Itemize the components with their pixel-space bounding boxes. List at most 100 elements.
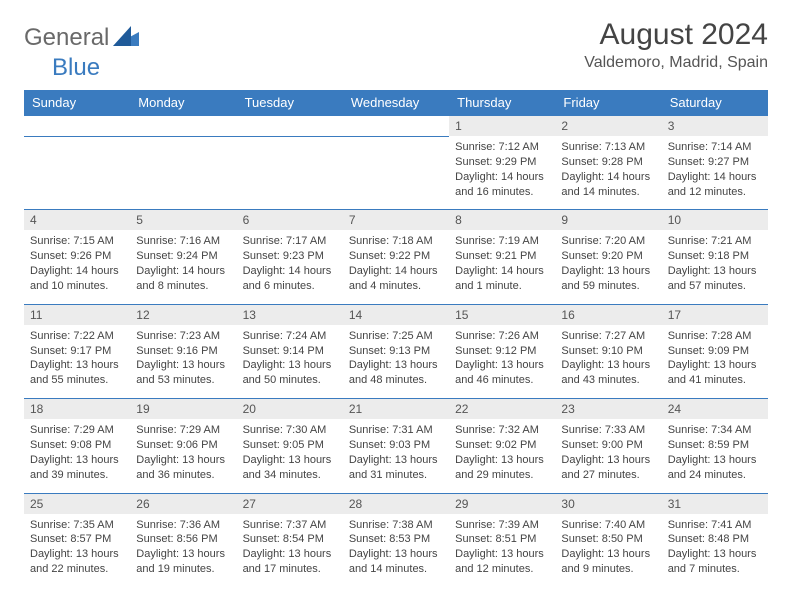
sunset-text: Sunset: 9:18 PM [668,249,762,264]
calendar-cell [130,115,236,209]
sunrise-text: Sunrise: 7:20 AM [561,234,655,249]
sunrise-text: Sunrise: 7:32 AM [455,423,549,438]
day-number: 26 [130,493,236,514]
day-number: 24 [662,398,768,419]
day-body: Sunrise: 7:36 AMSunset: 8:56 PMDaylight:… [130,514,236,587]
sunset-text: Sunset: 9:08 PM [30,438,124,453]
daylight-text: Daylight: 13 hours and 14 minutes. [349,547,443,577]
day-body: Sunrise: 7:19 AMSunset: 9:21 PMDaylight:… [449,230,555,303]
sunrise-text: Sunrise: 7:39 AM [455,518,549,533]
calendar-cell: 28Sunrise: 7:38 AMSunset: 8:53 PMDayligh… [343,493,449,587]
calendar-cell: 1Sunrise: 7:12 AMSunset: 9:29 PMDaylight… [449,115,555,209]
calendar-week-row: 1Sunrise: 7:12 AMSunset: 9:29 PMDaylight… [24,115,768,209]
day-number: 25 [24,493,130,514]
calendar-cell: 11Sunrise: 7:22 AMSunset: 9:17 PMDayligh… [24,304,130,398]
calendar-cell: 12Sunrise: 7:23 AMSunset: 9:16 PMDayligh… [130,304,236,398]
sunset-text: Sunset: 9:24 PM [136,249,230,264]
sunset-text: Sunset: 8:57 PM [30,532,124,547]
sunset-text: Sunset: 9:28 PM [561,155,655,170]
daylight-text: Daylight: 13 hours and 22 minutes. [30,547,124,577]
day-number: 13 [237,304,343,325]
sunrise-text: Sunrise: 7:15 AM [30,234,124,249]
sunset-text: Sunset: 9:13 PM [349,344,443,359]
day-number: 20 [237,398,343,419]
sunset-text: Sunset: 9:12 PM [455,344,549,359]
day-number: 12 [130,304,236,325]
day-body: Sunrise: 7:15 AMSunset: 9:26 PMDaylight:… [24,230,130,303]
sunset-text: Sunset: 9:10 PM [561,344,655,359]
sunset-text: Sunset: 9:05 PM [243,438,337,453]
sunrise-text: Sunrise: 7:22 AM [30,329,124,344]
calendar-cell: 27Sunrise: 7:37 AMSunset: 8:54 PMDayligh… [237,493,343,587]
daylight-text: Daylight: 13 hours and 53 minutes. [136,358,230,388]
daylight-text: Daylight: 14 hours and 4 minutes. [349,264,443,294]
day-body: Sunrise: 7:41 AMSunset: 8:48 PMDaylight:… [662,514,768,587]
daylight-text: Daylight: 14 hours and 8 minutes. [136,264,230,294]
sunrise-text: Sunrise: 7:24 AM [243,329,337,344]
day-body: Sunrise: 7:17 AMSunset: 9:23 PMDaylight:… [237,230,343,303]
daylight-text: Daylight: 13 hours and 46 minutes. [455,358,549,388]
calendar-week-row: 4Sunrise: 7:15 AMSunset: 9:26 PMDaylight… [24,209,768,303]
daylight-text: Daylight: 13 hours and 55 minutes. [30,358,124,388]
daybody-empty [237,136,343,194]
day-body: Sunrise: 7:33 AMSunset: 9:00 PMDaylight:… [555,419,661,492]
logo-text-blue: Blue [52,54,100,81]
sunset-text: Sunset: 8:59 PM [668,438,762,453]
calendar-cell: 2Sunrise: 7:13 AMSunset: 9:28 PMDaylight… [555,115,661,209]
daylight-text: Daylight: 14 hours and 12 minutes. [668,170,762,200]
sunrise-text: Sunrise: 7:14 AM [668,140,762,155]
day-body: Sunrise: 7:14 AMSunset: 9:27 PMDaylight:… [662,136,768,209]
day-body: Sunrise: 7:39 AMSunset: 8:51 PMDaylight:… [449,514,555,587]
sunset-text: Sunset: 8:56 PM [136,532,230,547]
location-text: Valdemoro, Madrid, Spain [584,54,768,72]
calendar-body: 1Sunrise: 7:12 AMSunset: 9:29 PMDaylight… [24,115,768,587]
day-body: Sunrise: 7:12 AMSunset: 9:29 PMDaylight:… [449,136,555,209]
sunrise-text: Sunrise: 7:30 AM [243,423,337,438]
day-number: 23 [555,398,661,419]
calendar-cell: 30Sunrise: 7:40 AMSunset: 8:50 PMDayligh… [555,493,661,587]
day-body: Sunrise: 7:24 AMSunset: 9:14 PMDaylight:… [237,325,343,398]
sunset-text: Sunset: 8:53 PM [349,532,443,547]
sunrise-text: Sunrise: 7:35 AM [30,518,124,533]
day-body: Sunrise: 7:32 AMSunset: 9:02 PMDaylight:… [449,419,555,492]
day-body: Sunrise: 7:37 AMSunset: 8:54 PMDaylight:… [237,514,343,587]
day-number: 4 [24,209,130,230]
day-body: Sunrise: 7:30 AMSunset: 9:05 PMDaylight:… [237,419,343,492]
day-body: Sunrise: 7:23 AMSunset: 9:16 PMDaylight:… [130,325,236,398]
daynum-empty [237,115,343,136]
sunrise-text: Sunrise: 7:26 AM [455,329,549,344]
sunset-text: Sunset: 9:21 PM [455,249,549,264]
day-body: Sunrise: 7:26 AMSunset: 9:12 PMDaylight:… [449,325,555,398]
calendar-cell: 18Sunrise: 7:29 AMSunset: 9:08 PMDayligh… [24,398,130,492]
calendar-header-row: SundayMondayTuesdayWednesdayThursdayFrid… [24,90,768,115]
day-body: Sunrise: 7:29 AMSunset: 9:08 PMDaylight:… [24,419,130,492]
sunrise-text: Sunrise: 7:29 AM [136,423,230,438]
calendar-cell: 31Sunrise: 7:41 AMSunset: 8:48 PMDayligh… [662,493,768,587]
daylight-text: Daylight: 13 hours and 39 minutes. [30,453,124,483]
sunset-text: Sunset: 9:14 PM [243,344,337,359]
sunrise-text: Sunrise: 7:40 AM [561,518,655,533]
sunset-text: Sunset: 9:09 PM [668,344,762,359]
calendar-cell [343,115,449,209]
daybody-empty [24,136,130,194]
calendar-cell: 13Sunrise: 7:24 AMSunset: 9:14 PMDayligh… [237,304,343,398]
sunrise-text: Sunrise: 7:36 AM [136,518,230,533]
daynum-empty [130,115,236,136]
weekday-header: Sunday [24,90,130,115]
day-body: Sunrise: 7:38 AMSunset: 8:53 PMDaylight:… [343,514,449,587]
sunrise-text: Sunrise: 7:29 AM [30,423,124,438]
sunset-text: Sunset: 8:54 PM [243,532,337,547]
sunrise-text: Sunrise: 7:38 AM [349,518,443,533]
daybody-empty [130,136,236,194]
logo-text-general: General [24,24,109,52]
weekday-header: Friday [555,90,661,115]
day-body: Sunrise: 7:40 AMSunset: 8:50 PMDaylight:… [555,514,661,587]
daybody-empty [343,136,449,194]
day-number: 19 [130,398,236,419]
sunrise-text: Sunrise: 7:21 AM [668,234,762,249]
calendar-cell: 6Sunrise: 7:17 AMSunset: 9:23 PMDaylight… [237,209,343,303]
sunset-text: Sunset: 9:03 PM [349,438,443,453]
sunset-text: Sunset: 9:17 PM [30,344,124,359]
sunset-text: Sunset: 9:02 PM [455,438,549,453]
sunset-text: Sunset: 9:22 PM [349,249,443,264]
